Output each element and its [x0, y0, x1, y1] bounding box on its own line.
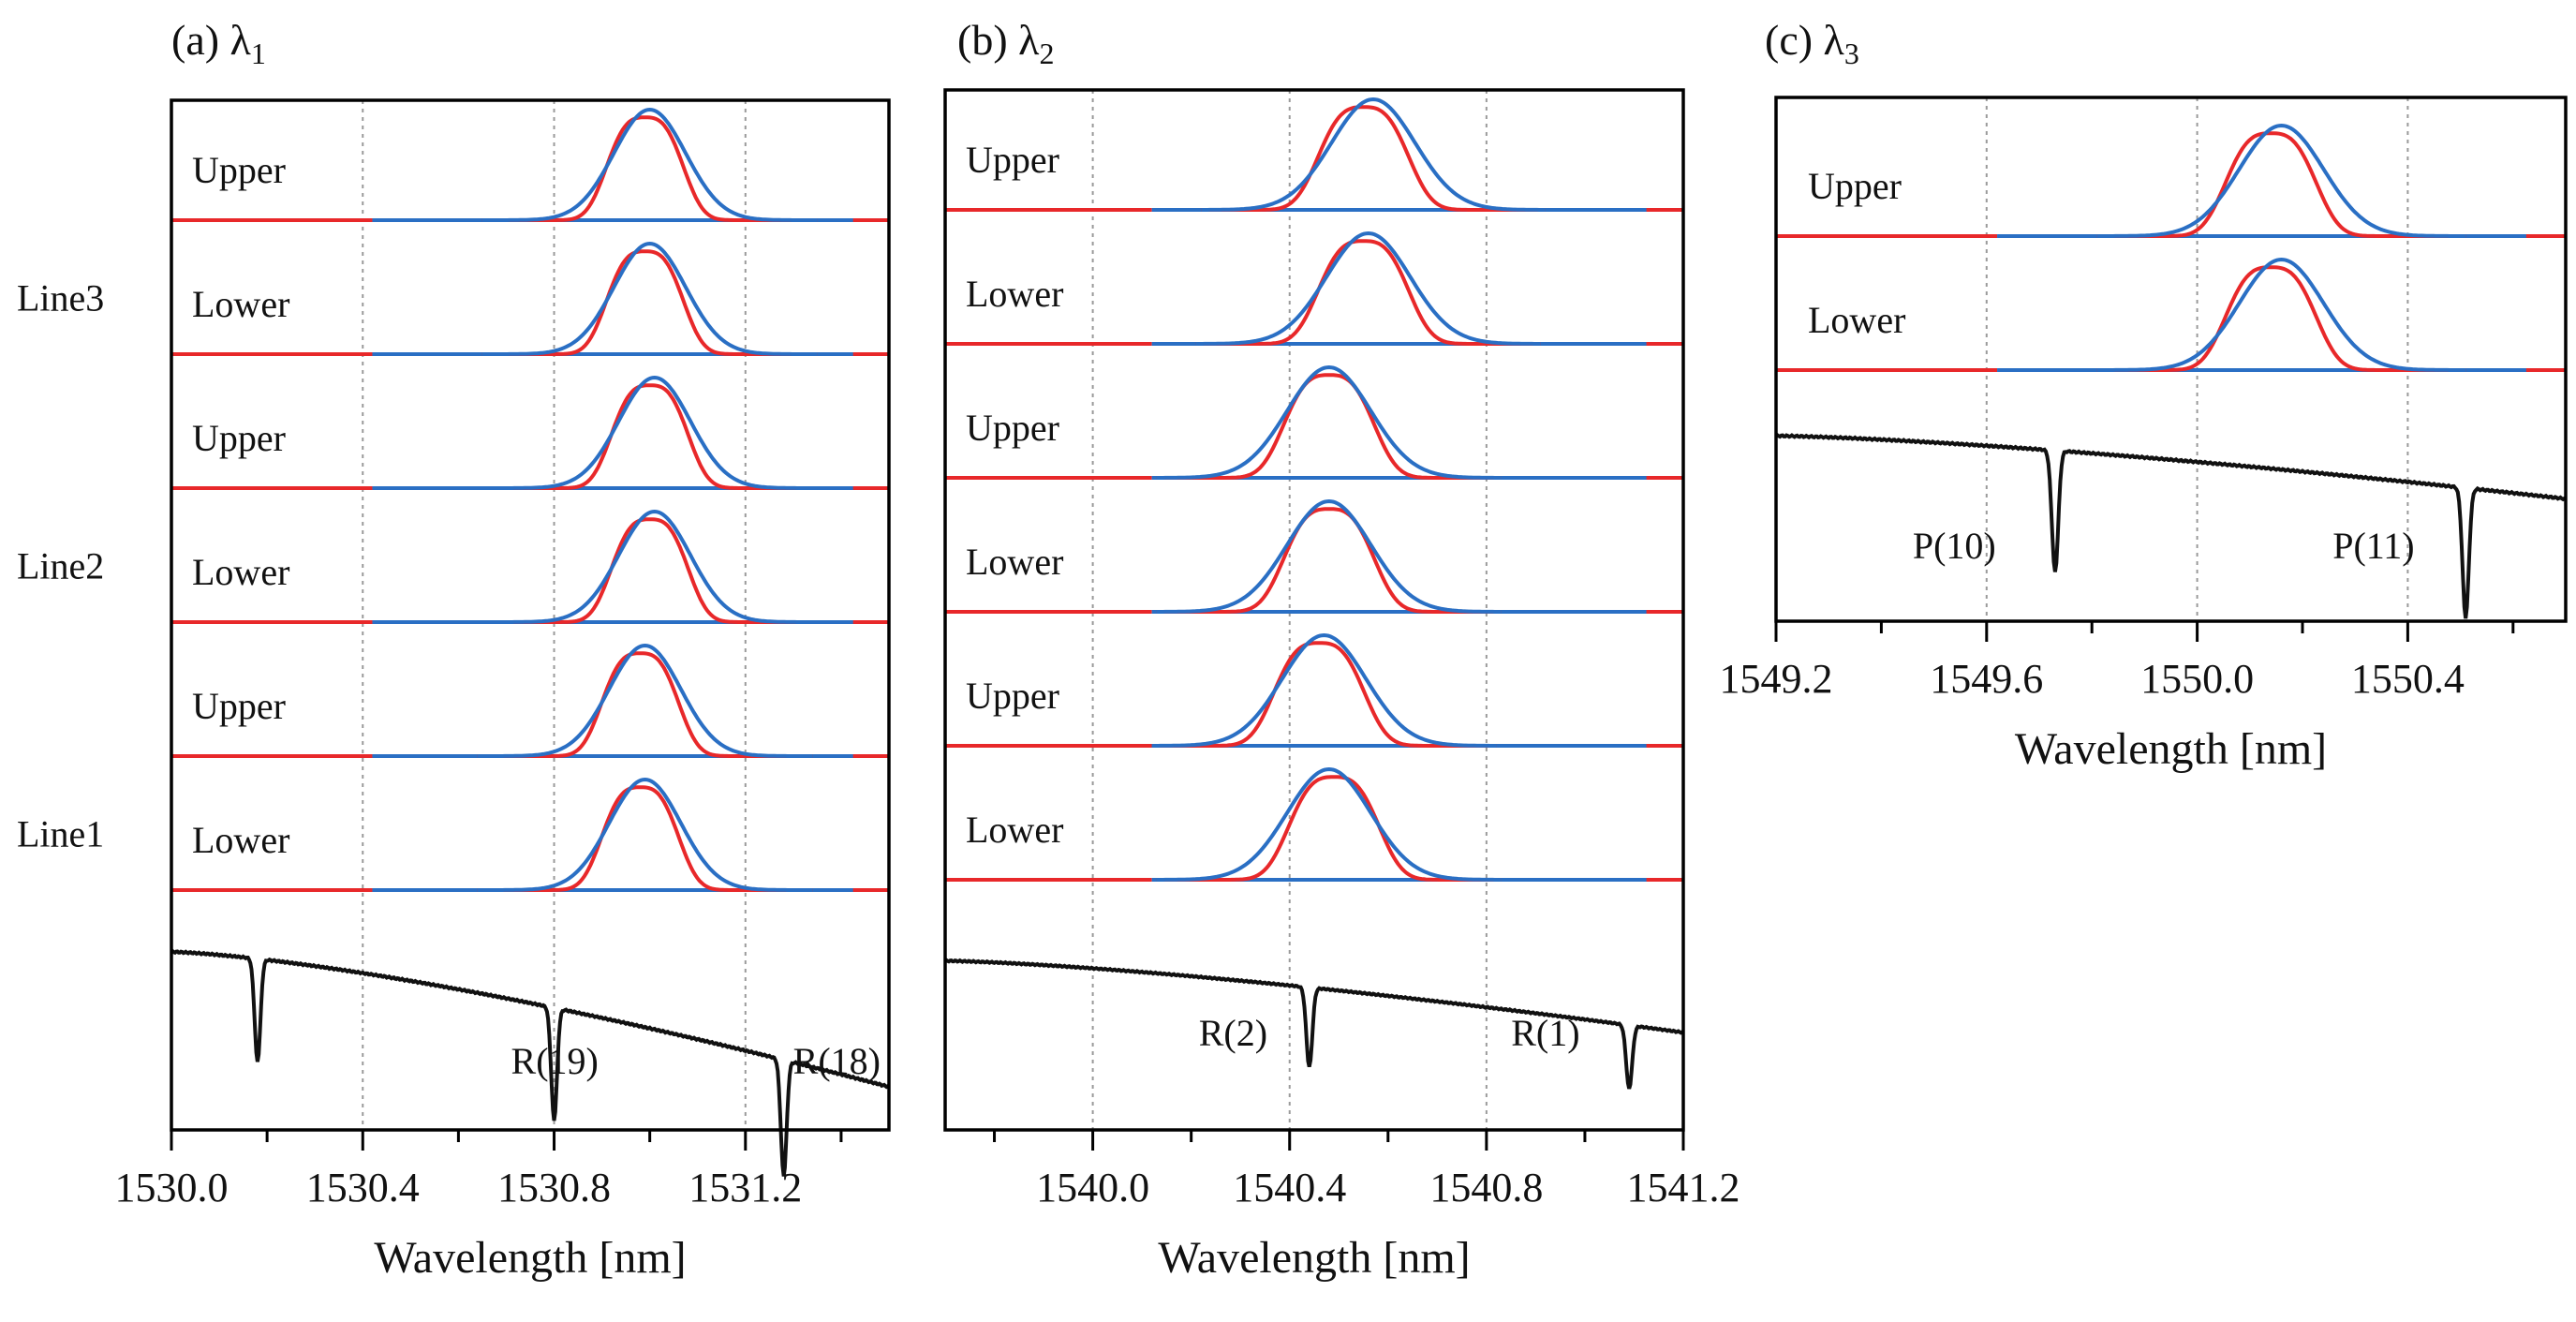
tick-label: 1540.4 [1233, 1165, 1346, 1211]
fit-trace [477, 777, 813, 892]
panel-title: (c) λ3 [1765, 16, 1859, 70]
tick-label: 1550.0 [2140, 656, 2254, 702]
trace-label: Upper [966, 675, 1059, 717]
panel-title: (a) λ1 [171, 16, 266, 70]
tick-label: 1541.2 [1627, 1165, 1740, 1211]
trace-label: Upper [192, 149, 286, 191]
panel-1: (a) λ1 Upper Lower Upper Lower Upper Lower Line… [17, 16, 891, 1283]
dip-label: P(10) [1913, 525, 1996, 567]
trace-label: Lower [966, 541, 1063, 583]
x-axis-label: Wavelength [nm] [1158, 1233, 1470, 1283]
group-label: Line3 [17, 277, 104, 319]
fit-trace [2096, 123, 2466, 238]
trace-label: Upper [966, 139, 1059, 181]
measured-trace [1156, 775, 1502, 882]
reference-spectrum [944, 958, 1684, 1090]
panel-title: (b) λ2 [957, 16, 1054, 70]
panel-3: (c) λ3 Upper Lower P(10) P(11) 1549.2 1549.6 15… [1720, 16, 2568, 774]
dip-label: P(11) [2332, 525, 2414, 567]
measured-trace [487, 383, 822, 490]
tick-label: 1530.8 [497, 1165, 611, 1211]
measured-trace [1156, 507, 1502, 614]
reference-spectrum [170, 948, 889, 1177]
tick-label: 1530.0 [115, 1165, 229, 1211]
measured-trace [1195, 239, 1541, 346]
plot-frame [1774, 96, 2568, 623]
fit-trace [481, 241, 818, 356]
tick-label: 1549.2 [1720, 656, 1833, 702]
tick-label: 1540.8 [1429, 1165, 1543, 1211]
panel-2: (b) λ2 Upper Lower Upper Lower Upper Lower R(2)… [943, 16, 1740, 1283]
trace-label: Lower [192, 819, 289, 861]
measured-trace [2096, 265, 2466, 372]
measured-trace [1156, 373, 1502, 480]
dip-label: R(18) [793, 1040, 881, 1082]
measured-trace [1151, 641, 1497, 748]
trace-label: Upper [966, 407, 1059, 449]
trace-label: Upper [192, 417, 286, 459]
plot-frame [170, 98, 891, 1132]
fit-trace [1195, 230, 1541, 346]
tick-label: 1530.4 [306, 1165, 420, 1211]
fit-trace [1201, 97, 1546, 212]
fit-trace [477, 643, 813, 758]
trace-label: Lower [192, 551, 289, 593]
measured-trace [481, 249, 818, 356]
fit-trace [1156, 498, 1502, 614]
trace-label: Lower [966, 273, 1063, 315]
fit-trace [1151, 632, 1497, 748]
fit-trace [1156, 766, 1502, 882]
trace-label: Upper [192, 685, 286, 727]
panels: (a) λ1 Upper Lower Upper Lower Upper Lower Line… [17, 16, 2568, 1283]
tick-label: 1550.4 [2351, 656, 2465, 702]
tick-label: 1531.2 [688, 1165, 802, 1211]
trace-label: Lower [1808, 299, 1905, 341]
fit-trace [481, 107, 818, 222]
measured-trace [487, 517, 822, 624]
dip-label: R(19) [511, 1040, 599, 1082]
tick-label: 1549.6 [1930, 656, 2043, 702]
plot-frame [943, 88, 1685, 1132]
fit-trace [1156, 364, 1502, 480]
trace-label: Lower [966, 809, 1063, 851]
measured-trace [2096, 131, 2466, 238]
x-axis-label: Wavelength [nm] [374, 1233, 686, 1283]
measured-trace [477, 785, 813, 892]
trace-label: Lower [192, 283, 289, 325]
group-label: Line2 [17, 545, 104, 587]
trace-label: Upper [1808, 165, 1902, 207]
fit-trace [2096, 257, 2466, 372]
reference-spectrum [1775, 433, 2567, 619]
dip-label: R(2) [1199, 1012, 1267, 1054]
measured-trace [1201, 105, 1546, 212]
dip-label: R(1) [1511, 1012, 1579, 1054]
fit-trace [487, 375, 822, 490]
tick-label: 1540.0 [1036, 1165, 1149, 1211]
group-label: Line1 [17, 813, 104, 855]
measured-trace [481, 115, 818, 222]
x-axis-label: Wavelength [nm] [2015, 724, 2327, 774]
measured-trace [477, 651, 813, 758]
fit-trace [487, 509, 822, 624]
